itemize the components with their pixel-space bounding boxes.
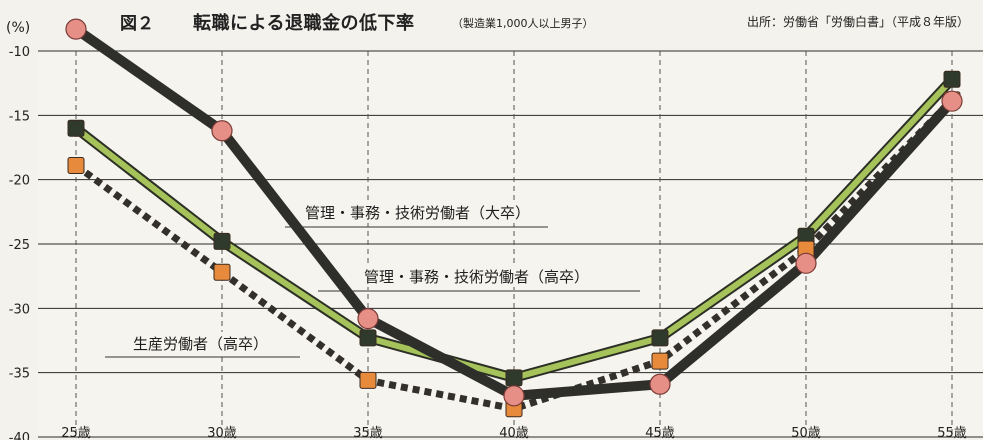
series-daisotsu-point [357,308,379,330]
chart-title: 転職による退職金の低下率 [193,13,415,34]
series-seisan-kousotsu-point [359,371,377,389]
series-label: 生産労働者（高卒） [133,335,268,353]
series-seisan-kousotsu-point [213,263,231,281]
series-kousotsu-kanri-point [505,369,523,387]
series-label-bg [360,265,594,287]
series-daisotsu-point [503,385,525,407]
y-tick-label: -40 [9,431,30,440]
series-daisotsu-point [65,18,87,40]
x-tick-label: 45歳 [645,426,675,440]
series-daisotsu-point [649,373,671,395]
series-kousotsu-kanri-point [359,329,377,347]
y-axis-unit: (%) [6,20,31,36]
series-seisan-kousotsu-point [651,352,669,370]
series-daisotsu-point [211,120,233,142]
series-daisotsu-point [795,252,817,274]
x-tick-label: 55歳 [937,426,967,440]
series-label: 管理・事務・技術労働者（大卒） [305,204,530,222]
chart-subtitle: （製造業1,000人以上男子） [452,17,594,30]
series-label: 管理・事務・技術労働者（高卒） [364,268,589,286]
series-label-bg [129,332,273,354]
figure-number: 図２ [120,14,154,34]
y-tick-label: -10 [9,45,30,60]
x-tick-label: 35歳 [353,426,383,440]
series-kousotsu-kanri-point [651,329,669,347]
y-tick-label: -25 [9,238,30,253]
y-tick-label: -35 [9,367,30,382]
x-tick-label: 50歳 [791,426,821,440]
x-tick-label: 40歳 [499,426,529,440]
series-daisotsu-point [941,90,963,112]
series-label-bg [301,201,535,223]
series-seisan-kousotsu-point [67,157,85,175]
series-kousotsu-kanri-point [943,70,961,88]
x-tick-label: 25歳 [61,426,91,440]
series-kousotsu-kanri-point [67,119,85,137]
y-tick-label: -20 [9,174,30,189]
series-kousotsu-kanri-point [213,232,231,250]
y-tick-label: -30 [9,302,30,317]
x-tick-label: 30歳 [207,426,237,440]
y-tick-label: -15 [9,109,30,124]
source-note: 出所：労働省「労働白書」（平成８年版） [746,15,969,29]
